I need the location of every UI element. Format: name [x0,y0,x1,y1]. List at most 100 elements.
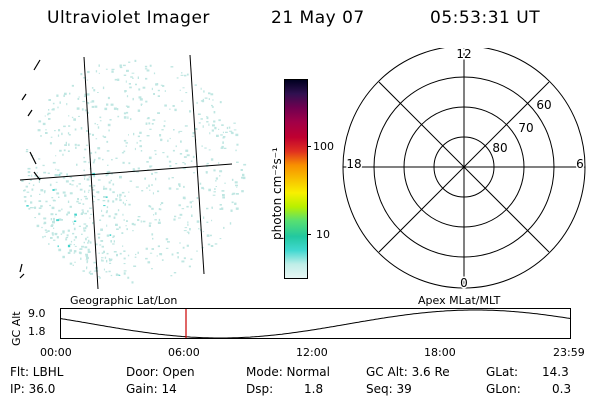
speckle [168,187,172,190]
speckle [131,222,134,226]
speckle [177,256,179,259]
speckle [161,259,164,261]
speckle [199,182,202,185]
speckle [29,179,32,181]
speckle [235,193,239,195]
speckle [52,233,54,237]
speckle [91,189,95,191]
speckle [92,195,95,197]
speckle [88,189,90,192]
speckle [81,209,84,211]
speckle [176,77,179,79]
xtick-0600: 06:00 [168,346,200,359]
speckle [84,190,86,193]
speckle [126,111,129,114]
speckle [34,175,37,177]
speckle [215,186,217,187]
speckle [198,228,200,230]
speckle [66,234,69,237]
speckle [148,156,152,160]
speckle [144,177,146,180]
speckle [76,200,79,203]
speckle [117,108,119,111]
speckle [136,171,139,173]
speckle [56,236,59,239]
speckle [101,245,104,248]
speckle [181,100,184,102]
speckle [182,246,185,249]
speckle [208,149,211,151]
speckle [213,169,216,172]
speckle [226,126,228,130]
glat-value: 14.3 [542,365,569,379]
speckle [210,93,214,96]
speckle [84,177,86,180]
speckle [206,116,208,118]
speckle [128,162,131,165]
coastline [19,59,41,279]
speckle [211,106,214,108]
speckle [160,253,163,256]
speckle [236,143,239,146]
speckle [171,177,174,179]
speckle [109,262,112,264]
speckle [48,99,51,101]
speckle [219,238,222,240]
speckle [201,186,204,190]
speckle [81,212,84,214]
mode-status: Mode: Normal [246,365,330,379]
speckle [30,201,33,204]
speckle [162,152,165,154]
speckle [59,101,61,104]
speckle [160,138,163,142]
speckle [84,148,87,151]
speckle [117,194,119,197]
speckle [139,140,142,142]
speckle [126,95,129,98]
speckle [87,210,89,213]
speckle [91,105,95,108]
speckle [99,120,102,122]
speckle [122,201,124,204]
speckle [95,243,98,246]
speckle [54,233,58,236]
speckle [208,188,211,192]
speckle [113,216,116,219]
speckle [175,145,177,148]
speckle [73,220,77,222]
speckle [93,160,95,162]
altitude-ytick-max: 9.0 [28,307,46,320]
speckle [172,105,175,107]
speckle [50,237,53,239]
speckle [221,145,224,148]
speckle [86,236,89,238]
speckle [89,217,91,219]
speckle [107,123,111,127]
speckle [219,208,222,210]
speckle [121,191,125,194]
speckle [69,262,73,265]
speckle [164,104,167,107]
speckle [27,171,31,174]
speckle [151,184,153,186]
speckle [51,206,55,210]
speckle [67,211,70,214]
speckle [103,205,106,207]
speckle [189,228,191,231]
speckle [221,124,224,126]
speckle [58,218,62,221]
speckle [90,272,93,275]
speckle [196,250,198,252]
speckle [190,258,193,260]
speckle [181,260,185,263]
speckle [79,248,83,250]
speckle [84,93,87,96]
speckle [126,220,128,222]
speckle [206,162,209,165]
speckle [58,196,60,198]
altitude-plot-frame [60,308,571,339]
speckle [38,200,42,202]
speckle [105,68,108,70]
speckle [103,185,105,188]
speckle [113,240,115,243]
